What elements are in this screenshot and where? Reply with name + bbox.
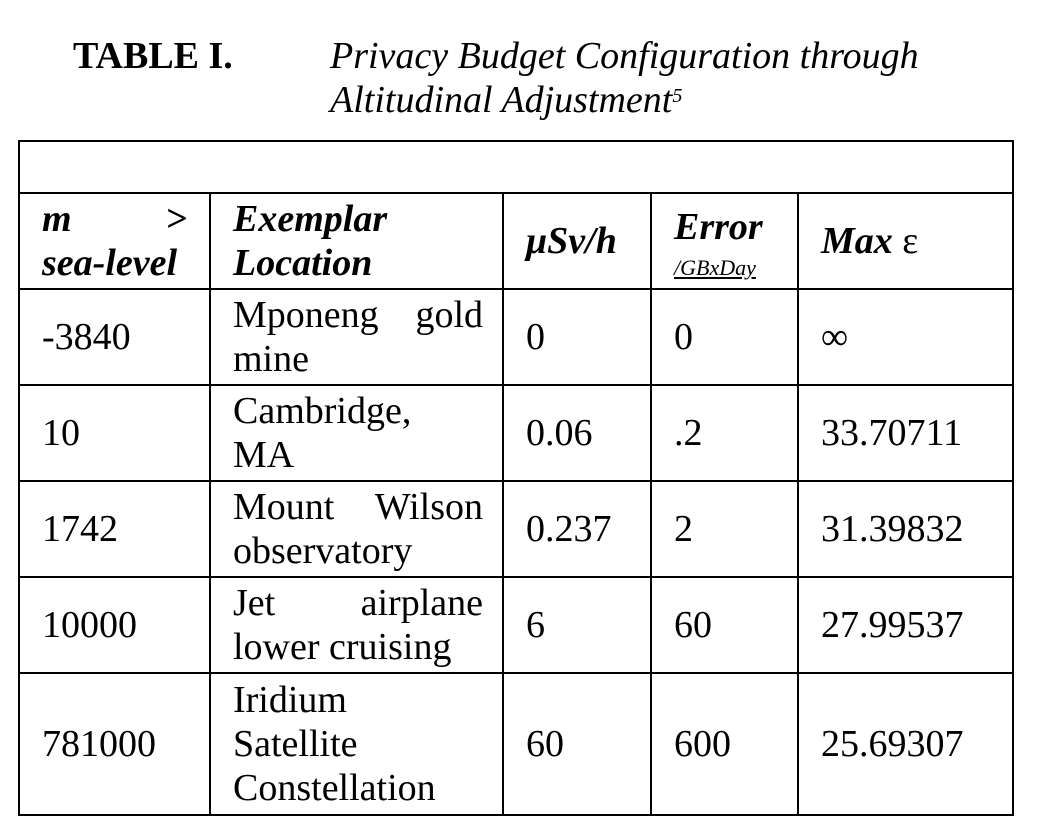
cell-altitude: 781000: [18, 672, 211, 816]
cell-error: 2: [650, 480, 799, 578]
header-error-label: Error: [674, 206, 763, 248]
cell-location: Cambridge, MA: [209, 384, 504, 482]
cell-location: Mponeng gold mine: [209, 288, 504, 386]
cell-location-word: Jet: [233, 582, 276, 624]
table-title-line2: Altitudinal Adjustment5: [330, 78, 919, 122]
cell-max-epsilon: 33.70711: [796, 384, 1015, 482]
cell-error: 600: [650, 672, 799, 816]
cell-location: Mount Wilson observatory: [209, 480, 504, 578]
cell-altitude: 1742: [18, 480, 211, 578]
cell-max-epsilon: 31.39832: [796, 480, 1015, 578]
header-dose: μSv/h: [502, 192, 652, 290]
cell-location-line1: Jet airplane: [233, 581, 483, 625]
header-gt: >: [165, 198, 187, 240]
header-sea-level: sea-level: [42, 242, 178, 284]
privacy-budget-table: m > sea-level Exemplar Location μSv/h Err…: [17, 140, 1015, 816]
cell-error: .2: [650, 384, 799, 482]
cell-location: Jet airplane lower cruising: [209, 576, 504, 674]
table-empty-row: [17, 140, 1015, 194]
cell-max-epsilon: 27.99537: [796, 576, 1015, 674]
table-row: -3840 Mponeng gold mine 0 0 ∞: [18, 288, 1015, 386]
table-header-row: m > sea-level Exemplar Location μSv/h Err…: [18, 192, 1015, 290]
cell-location-line2: MA: [233, 434, 295, 476]
cell-location-word: Mount: [233, 486, 335, 528]
cell-location-line1: Cambridge,: [233, 390, 412, 432]
table-row: 1742 Mount Wilson observatory 0.237 2 31.…: [18, 480, 1015, 578]
cell-location-line3: Constellation: [233, 767, 436, 809]
cell-location: Iridium Satellite Constellation: [209, 672, 504, 816]
header-epsilon-symbol: ε: [902, 220, 919, 262]
cell-location-word: airplane: [360, 582, 483, 624]
header-m: m: [42, 198, 72, 240]
cell-altitude: 10000: [18, 576, 211, 674]
cell-dose: 0.237: [502, 480, 652, 578]
cell-location-word: Wilson: [374, 486, 483, 528]
table-caption: TABLE I. Privacy Budget Configuration th…: [0, 0, 1048, 130]
cell-dose: 60: [502, 672, 652, 816]
header-altitude: m > sea-level: [18, 192, 211, 290]
cell-location-line2: lower cruising: [233, 626, 452, 668]
cell-location-word: gold: [415, 294, 483, 336]
cell-error: 60: [650, 576, 799, 674]
table-title-line1: Privacy Budget Configuration through: [330, 35, 919, 77]
header-location-line1: Exemplar: [233, 198, 388, 240]
cell-location-line2: observatory: [233, 530, 413, 572]
table-label: TABLE I.: [73, 35, 233, 77]
cell-location-line2: Satellite: [233, 723, 358, 765]
table-row: 10 Cambridge, MA 0.06 .2 33.70711: [18, 384, 1015, 482]
cell-error: 0: [650, 288, 799, 386]
cell-altitude: 10: [18, 384, 211, 482]
cell-dose: 0: [502, 288, 652, 386]
empty-cell: [17, 140, 1015, 194]
cell-location-line1: Mount Wilson: [233, 485, 483, 529]
table-row: 10000 Jet airplane lower cruising 6 60 27…: [18, 576, 1015, 674]
footnote-mark: 5: [672, 85, 683, 107]
cell-location-word: Mponeng: [233, 294, 379, 336]
cell-location-line1: Iridium: [233, 679, 347, 721]
cell-dose: 6: [502, 576, 652, 674]
header-error: Error /GBxDay: [650, 192, 799, 290]
cell-dose: 0.06: [502, 384, 652, 482]
table-title-line2-text: Altitudinal Adjustment: [330, 79, 673, 121]
table-row: 781000 Iridium Satellite Constellation 6…: [18, 672, 1015, 816]
header-location-line2: Location: [233, 242, 373, 284]
table-title: Privacy Budget Configuration through Alt…: [330, 34, 919, 122]
header-max-label: Max: [821, 220, 893, 262]
cell-location-line2: mine: [233, 338, 309, 380]
cell-max-epsilon: 25.69307: [796, 672, 1015, 816]
header-altitude-line1: m >: [42, 197, 208, 241]
header-error-unit: /GBxDay: [674, 255, 756, 280]
header-max-epsilon: Max ε: [796, 192, 1015, 290]
header-location: Exemplar Location: [209, 192, 504, 290]
cell-altitude: -3840: [18, 288, 211, 386]
cell-location-line1: Mponeng gold: [233, 293, 483, 337]
cell-max-epsilon: ∞: [796, 288, 1015, 386]
